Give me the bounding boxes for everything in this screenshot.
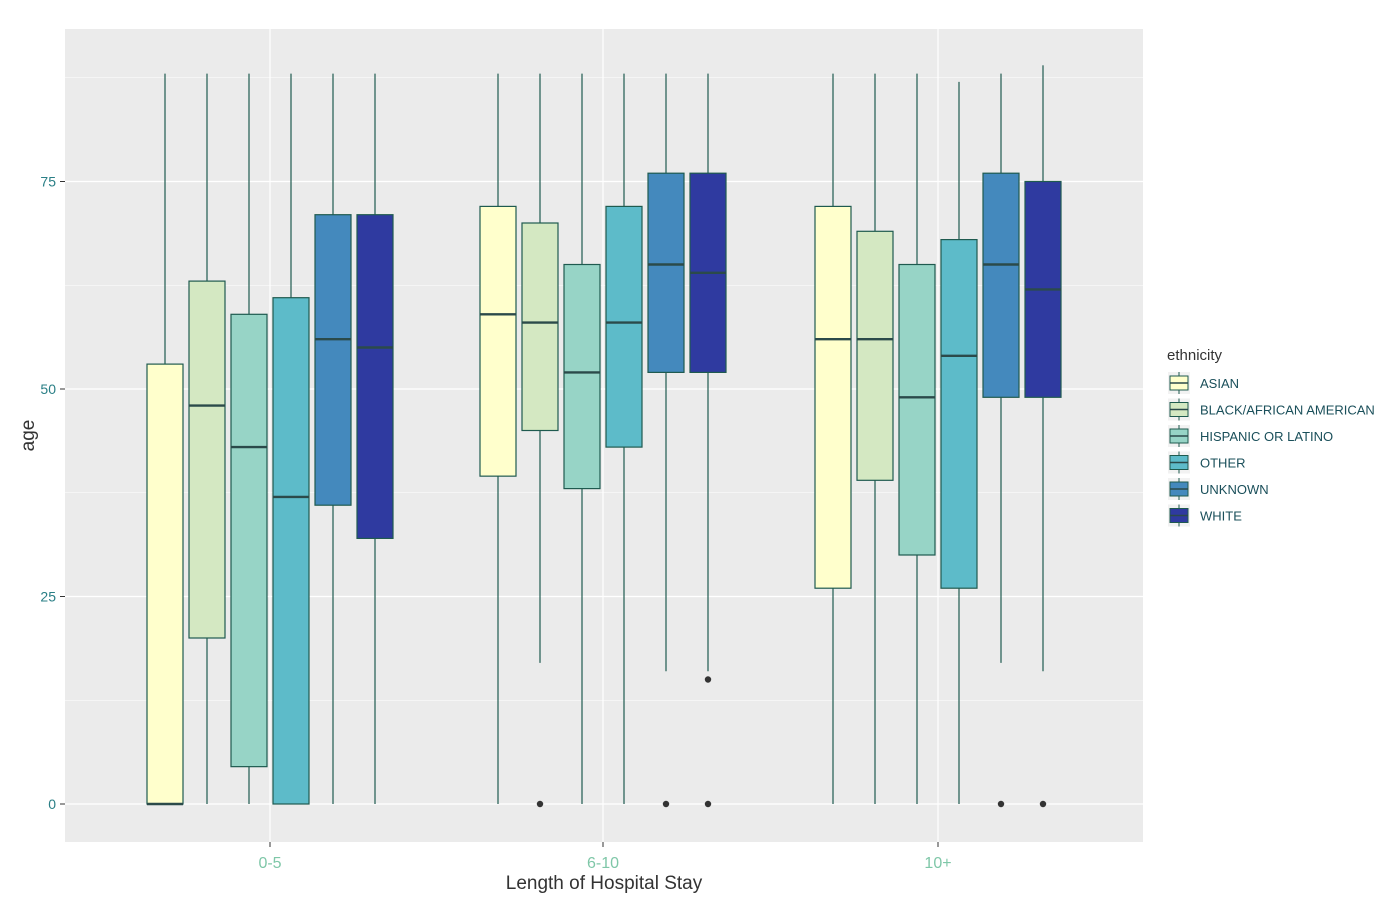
box-2-2 xyxy=(898,73,936,804)
box-body xyxy=(521,222,559,432)
box-body xyxy=(563,263,601,490)
box-2-1 xyxy=(856,73,894,804)
box-1-1 xyxy=(521,73,559,808)
y-tick-label: 50 xyxy=(40,381,56,397)
legend-label: WHITE xyxy=(1200,509,1242,524)
box-0-4 xyxy=(314,73,352,804)
box-body xyxy=(898,263,936,556)
legend-item: WHITE xyxy=(1168,504,1242,527)
legend-label: HISPANIC OR LATINO xyxy=(1200,429,1333,444)
box-body xyxy=(314,214,352,506)
box-0-5 xyxy=(356,73,394,804)
box-1-2 xyxy=(563,73,601,804)
box-body xyxy=(356,214,394,540)
x-axis-ticks: 0-5 6-10 10+ xyxy=(258,842,952,872)
outlier-point xyxy=(997,800,1005,808)
box-body xyxy=(605,205,643,448)
x-axis-title: Length of Hospital Stay xyxy=(506,873,703,894)
box-body xyxy=(230,313,268,768)
box-body xyxy=(272,297,310,805)
box-1-5 xyxy=(689,73,727,808)
x-tick-label: 6-10 xyxy=(587,855,619,872)
box-2-0 xyxy=(814,73,852,804)
box-body xyxy=(856,230,894,481)
legend-label: BLACK/AFRICAN AMERICAN xyxy=(1200,403,1375,418)
legend: ethnicity ASIAN BLACK/AFRICAN AMERICAN HIS… xyxy=(1167,347,1375,527)
box-marks xyxy=(146,65,1062,808)
legend-title: ethnicity xyxy=(1167,347,1223,364)
box-1-4 xyxy=(647,73,685,808)
box-body xyxy=(188,280,226,639)
legend-item: OTHER xyxy=(1168,451,1246,474)
box-2-3 xyxy=(940,81,978,804)
y-tick-label: 75 xyxy=(40,174,56,190)
x-tick-label: 10+ xyxy=(924,855,951,872)
box-2-5 xyxy=(1024,65,1062,808)
box-0-3 xyxy=(272,73,310,805)
box-2-4 xyxy=(982,73,1020,808)
box-1-3 xyxy=(605,73,643,804)
y-tick-label: 0 xyxy=(48,796,56,812)
box-1-0 xyxy=(479,73,517,804)
box-0-0 xyxy=(146,73,184,806)
box-body xyxy=(982,172,1020,398)
box-body xyxy=(479,205,517,477)
outlier-point xyxy=(1039,800,1047,808)
legend-items: ASIAN BLACK/AFRICAN AMERICAN HISPANIC OR L… xyxy=(1168,372,1375,527)
y-axis-title: age xyxy=(18,420,39,452)
plot-panel xyxy=(65,29,1143,842)
legend-label: OTHER xyxy=(1200,456,1246,471)
legend-item: UNKNOWN xyxy=(1168,478,1269,500)
box-body xyxy=(647,172,685,373)
legend-label: ASIAN xyxy=(1200,376,1239,391)
box-body xyxy=(940,239,978,589)
outlier-point xyxy=(704,676,712,683)
legend-item: HISPANIC OR LATINO xyxy=(1168,425,1333,447)
box-0-1 xyxy=(188,73,226,804)
outlier-point xyxy=(536,800,544,808)
box-body xyxy=(814,205,852,589)
y-axis-ticks: 0 25 50 75 xyxy=(40,174,65,812)
outlier-point xyxy=(704,800,712,808)
outlier-point xyxy=(662,800,670,808)
box-0-2 xyxy=(230,73,268,804)
legend-item: BLACK/AFRICAN AMERICAN xyxy=(1168,398,1375,421)
legend-item: ASIAN xyxy=(1168,372,1239,394)
x-tick-label: 0-5 xyxy=(258,855,281,872)
y-tick-label: 25 xyxy=(40,589,56,605)
legend-label: UNKNOWN xyxy=(1200,482,1269,497)
box-body xyxy=(146,363,184,805)
